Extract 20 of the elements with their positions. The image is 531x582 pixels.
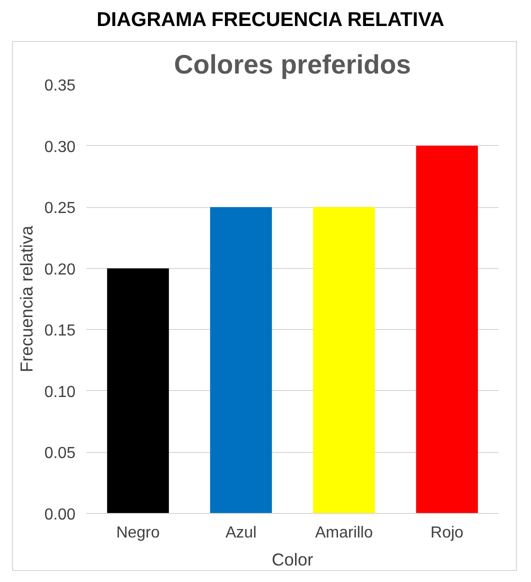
y-tick-label: 0.35 [44, 78, 76, 94]
bar [107, 268, 169, 514]
y-tick-label: 0.05 [44, 445, 76, 462]
y-tick-label: 0.30 [44, 138, 76, 156]
y-axis-title: Frecuencia relativa [16, 225, 36, 372]
y-tick-label: 0.10 [44, 384, 76, 401]
bar [416, 146, 478, 514]
chart-title: DIAGRAMA FRECUENCIA RELATIVA [96, 8, 444, 33]
y-tick-label: 0.15 [44, 322, 76, 340]
y-tick-label: 0.25 [44, 200, 76, 218]
x-tick-label: Rojo [430, 524, 464, 542]
x-tick-label: Amarillo [315, 524, 373, 542]
chart-subtitle: Colores preferidos [174, 50, 412, 80]
x-tick-label: Negro [116, 524, 160, 542]
x-axis-title: Color [272, 550, 314, 570]
bar [210, 207, 272, 514]
y-tick-label: 0.00 [44, 506, 76, 524]
bar [313, 207, 375, 514]
x-tick-label: Azul [225, 524, 257, 542]
y-tick-label: 0.20 [44, 261, 76, 278]
